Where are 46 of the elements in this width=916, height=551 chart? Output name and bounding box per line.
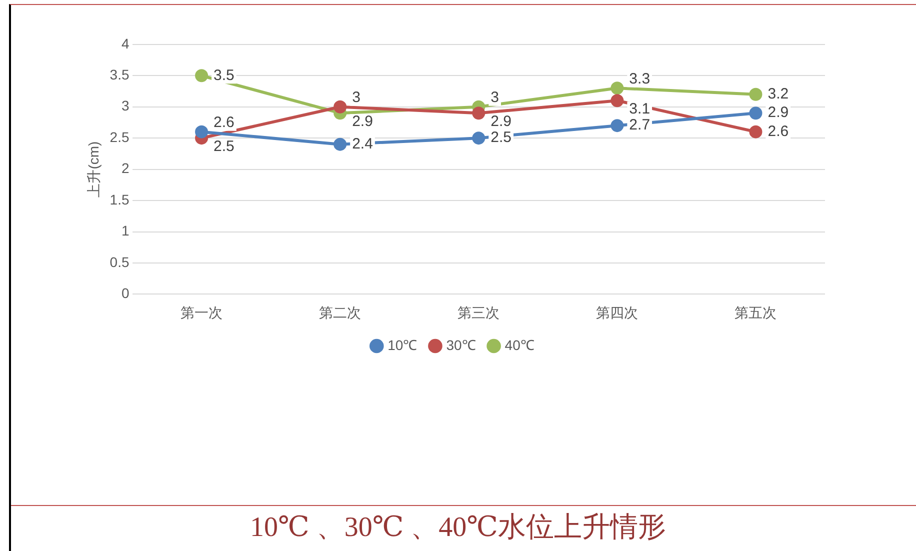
data-label: 2.6 — [768, 122, 789, 140]
y-tick-label: 3.5 — [110, 66, 130, 82]
data-label: 3 — [490, 88, 499, 106]
y-tick-label: 4 — [121, 35, 130, 52]
point — [610, 94, 624, 108]
point — [610, 119, 624, 132]
data-label: 2.5 — [214, 138, 234, 156]
data-label: 3.1 — [629, 100, 650, 118]
point — [195, 125, 208, 138]
y-tick-label: 3 — [121, 98, 130, 114]
point — [472, 132, 486, 145]
data-label: 3.2 — [768, 86, 789, 102]
point — [334, 138, 347, 151]
data-label: 2.9 — [352, 113, 373, 130]
data-label: 2.9 — [768, 104, 789, 122]
point — [610, 82, 624, 95]
data-label: 2.5 — [490, 129, 512, 146]
x-tick-label: 第二次 — [319, 304, 362, 320]
point — [472, 106, 486, 120]
point — [749, 88, 762, 101]
data-label: 3.3 — [629, 70, 650, 88]
point — [749, 106, 762, 120]
y-tick-label: 2 — [121, 160, 130, 176]
y-tick-label: 1 — [121, 222, 130, 239]
legend-label: 30℃ — [446, 336, 476, 353]
y-tick-label: 1.5 — [110, 191, 130, 208]
legend-label: 40℃ — [504, 336, 534, 353]
x-tick-label: 第三次 — [458, 304, 500, 320]
point — [334, 100, 347, 114]
text: 10℃ 、30℃ 、40℃水位上升情形 — [249, 511, 667, 545]
x-tick-label: 第四次 — [596, 304, 638, 320]
data-label: 2.9 — [490, 113, 512, 130]
y-tick-label: 0.5 — [110, 254, 130, 270]
data-label: 2.4 — [352, 135, 373, 152]
y-tick-label: 2.5 — [110, 128, 130, 145]
data-label: 3 — [352, 88, 360, 106]
x-tick-label: 第五次 — [734, 304, 777, 320]
point — [749, 125, 762, 138]
data-label: 2.6 — [214, 114, 234, 131]
point — [195, 69, 208, 82]
y-axis-title: 上升(cm) — [85, 141, 102, 198]
data-label: 3.5 — [214, 66, 234, 84]
legend-label: 10℃ — [388, 336, 418, 353]
data-label: 2.7 — [629, 116, 650, 134]
y-tick-label: 0 — [121, 285, 130, 302]
x-tick-label: 第一次 — [180, 304, 223, 320]
